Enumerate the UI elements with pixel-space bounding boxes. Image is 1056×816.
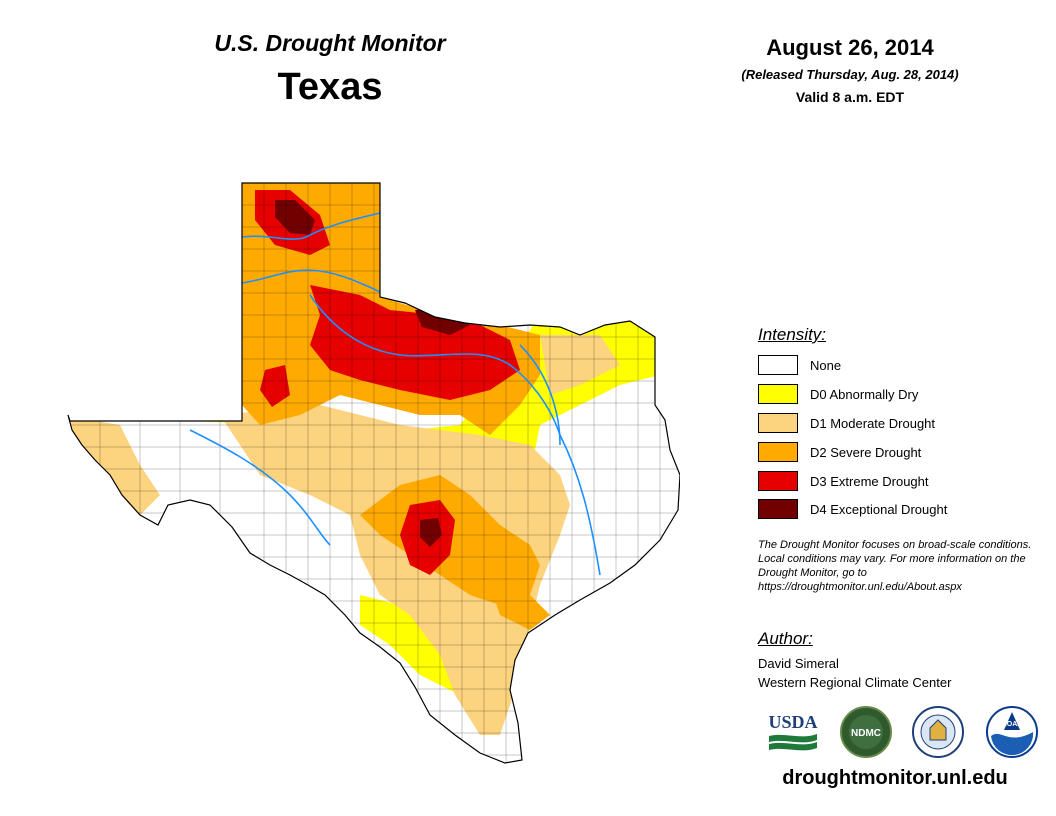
ndmc-logo-icon: NDMC bbox=[840, 706, 892, 758]
d1-region-west bbox=[68, 415, 160, 515]
legend-item-d3: D3 Extreme Drought bbox=[758, 470, 929, 492]
state-outline bbox=[67, 182, 680, 764]
legend-swatch bbox=[758, 413, 798, 433]
legend-title: Intensity: bbox=[758, 325, 827, 344]
d3-region-sw bbox=[260, 365, 290, 407]
d1-region bbox=[220, 405, 570, 735]
texas-drought-map bbox=[67, 182, 680, 764]
legend-swatch bbox=[758, 355, 798, 375]
ndmc-logo-text: NDMC bbox=[851, 728, 881, 739]
drought-monitor-note: The Drought Monitor focuses on broad-sca… bbox=[758, 539, 1032, 593]
legend-swatch bbox=[758, 499, 798, 519]
usda-logo-text: USDA bbox=[768, 712, 817, 732]
d4-region bbox=[275, 200, 315, 235]
legend-swatch bbox=[758, 442, 798, 462]
legend-item-d1: D1 Moderate Drought bbox=[758, 412, 935, 434]
noaa-logo-text: NOAA bbox=[1002, 721, 1023, 728]
legend-label: D3 Extreme Drought bbox=[810, 473, 929, 489]
author-heading: Author: bbox=[758, 629, 813, 648]
d4-region-central bbox=[420, 518, 442, 547]
legend-item-d0: D0 Abnormally Dry bbox=[758, 383, 918, 405]
legend-label: D4 Exceptional Drought bbox=[810, 501, 948, 517]
map-date: August 26, 2014 bbox=[766, 35, 934, 60]
legend-item-d2: D2 Severe Drought bbox=[758, 441, 921, 463]
commerce-seal-icon bbox=[912, 706, 964, 758]
footer-url[interactable]: droughtmonitor.unl.edu bbox=[782, 767, 1008, 789]
legend-label: D0 Abnormally Dry bbox=[810, 386, 919, 402]
state-title: Texas bbox=[277, 66, 383, 108]
d3-region bbox=[310, 285, 520, 400]
valid-time: Valid 8 a.m. EDT bbox=[795, 89, 905, 105]
d2-region-coast bbox=[490, 585, 550, 630]
usda-logo-icon: USDA bbox=[768, 712, 818, 751]
release-date: (Released Thursday, Aug. 28, 2014) bbox=[741, 67, 959, 82]
rivers bbox=[189, 212, 601, 576]
legend-label: D1 Moderate Drought bbox=[810, 415, 936, 431]
noaa-logo-icon: NOAA bbox=[986, 706, 1038, 758]
legend-item-none: None bbox=[758, 354, 841, 376]
author-organization: Western Regional Climate Center bbox=[758, 675, 952, 690]
legend-swatch bbox=[758, 384, 798, 404]
legend-label: None bbox=[810, 357, 842, 373]
legend-item-d4: D4 Exceptional Drought bbox=[758, 498, 947, 520]
map-title: U.S. Drought Monitor bbox=[214, 30, 446, 56]
legend-label: D2 Severe Drought bbox=[810, 444, 922, 460]
author-name: David Simeral bbox=[758, 656, 839, 671]
d1-region-east bbox=[540, 335, 620, 395]
legend-swatch bbox=[758, 471, 798, 491]
